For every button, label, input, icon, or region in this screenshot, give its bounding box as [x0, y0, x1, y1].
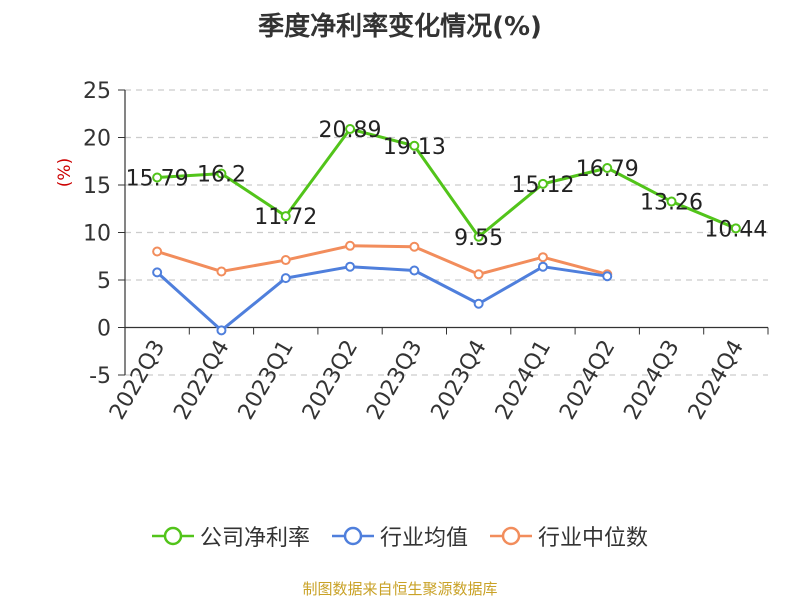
data-label: 10.44: [704, 217, 767, 242]
chart-title: 季度净利率变化情况(%): [258, 12, 542, 42]
legend-item: 行业中位数: [490, 520, 648, 552]
data-point: [280, 255, 291, 266]
y-tick-label: 10: [83, 222, 111, 247]
data-label: 15.12: [511, 173, 574, 198]
source-note: 制图数据来自恒生聚源数据库: [302, 580, 498, 598]
x-tick-label: 2022Q4: [169, 336, 234, 424]
x-tick-label: 2024Q2: [555, 336, 620, 424]
data-point: [602, 162, 613, 173]
legend-swatch-icon: [331, 526, 374, 546]
y-tick-label: 5: [97, 269, 111, 294]
x-tick-label: 2022Q3: [105, 336, 170, 424]
data-point: [280, 273, 291, 284]
data-point: [409, 265, 420, 276]
data-point: [152, 246, 163, 257]
x-tick-label: 2023Q1: [234, 336, 299, 424]
data-point: [345, 124, 356, 135]
data-point: [537, 178, 548, 189]
x-tick-label: 2024Q4: [684, 336, 749, 424]
data-label: 16.79: [576, 157, 639, 182]
data-point: [216, 168, 227, 179]
data-point: [666, 196, 677, 207]
data-point: [280, 211, 291, 222]
data-point: [345, 240, 356, 251]
data-point: [409, 140, 420, 151]
x-tick-label: 2023Q2: [298, 336, 363, 424]
y-tick-label: 20: [83, 127, 111, 152]
series-line: [157, 127, 737, 239]
legend-item: 公司净利率: [151, 520, 310, 552]
data-label: 15.79: [126, 166, 189, 191]
series-line: [156, 265, 608, 332]
data-point: [152, 267, 163, 278]
x-tick-label: 2023Q4: [427, 336, 492, 424]
data-point: [216, 266, 227, 277]
data-point: [537, 252, 548, 263]
y-tick-label: 15: [83, 174, 111, 199]
legend: 公司净利率 行业均值 行业中位数: [0, 520, 800, 552]
data-label: 13.26: [640, 191, 703, 216]
data-label: 19.13: [383, 135, 446, 160]
data-point: [537, 261, 548, 272]
data-point: [473, 269, 484, 280]
x-tick-label: 2024Q3: [619, 336, 684, 424]
legend-label: 行业中位数: [538, 526, 649, 551]
data-point: [409, 241, 420, 252]
y-tick-label: -5: [89, 364, 111, 389]
series-line: [156, 244, 608, 276]
line-chart: -50510152025(%)2022Q32022Q42023Q12023Q22…: [55, 79, 769, 424]
legend-swatch-icon: [490, 526, 532, 546]
data-point: [473, 231, 484, 242]
data-label: 20.89: [319, 118, 382, 143]
data-label: 11.72: [254, 205, 317, 230]
data-point: [216, 325, 227, 336]
x-tick-label: 2024Q1: [491, 336, 556, 424]
data-label: 16.2: [197, 163, 246, 188]
y-axis-label: (%): [55, 158, 75, 187]
legend-label: 公司净利率: [199, 526, 310, 551]
data-point: [730, 223, 741, 234]
y-tick-label: 0: [97, 317, 111, 342]
data-point: [345, 261, 356, 272]
data-point: [473, 298, 484, 309]
x-tick-label: 2023Q3: [362, 336, 427, 424]
data-point: [152, 172, 163, 183]
legend-label: 行业均值: [379, 526, 468, 551]
y-tick-label: 25: [83, 79, 111, 104]
data-point: [602, 271, 613, 282]
legend-item: 行业均值: [331, 520, 468, 552]
data-label: 9.55: [454, 226, 503, 251]
legend-swatch-icon: [151, 526, 194, 546]
